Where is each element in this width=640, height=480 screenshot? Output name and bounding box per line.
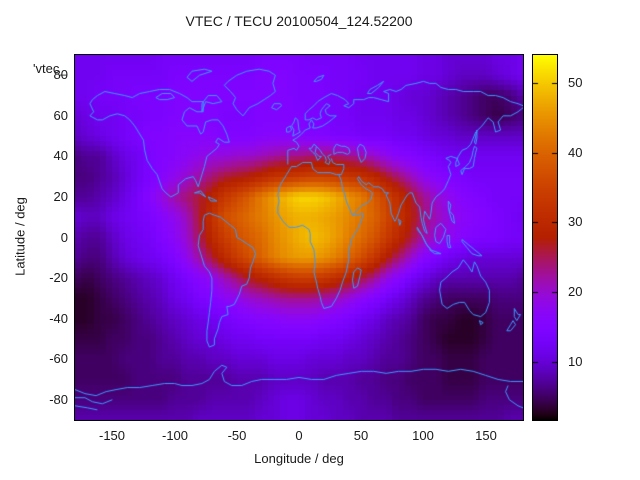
y-tick-label: 0 xyxy=(60,230,68,245)
y-tick-label: -20 xyxy=(49,270,68,285)
x-tick-label: 150 xyxy=(475,428,497,443)
y-tick-label: 80 xyxy=(53,67,68,82)
x-tick-label: -50 xyxy=(227,428,247,443)
y-tick-label: -80 xyxy=(49,392,68,407)
y-tick-label: 60 xyxy=(53,108,68,123)
y-tick-label: -40 xyxy=(49,311,68,326)
x-tick-label: -150 xyxy=(98,428,126,443)
colorbar-canvas xyxy=(533,55,557,420)
heatmap-canvas xyxy=(75,55,523,420)
x-axis-label: Longitude / deg xyxy=(254,451,344,466)
y-tick-label: -60 xyxy=(49,351,68,366)
x-tick-label: -100 xyxy=(161,428,189,443)
colorbar-tick-label: 10 xyxy=(568,354,583,369)
y-tick-label: 40 xyxy=(53,148,68,163)
y-tick-label: 20 xyxy=(53,189,68,204)
colorbar-tick-label: 30 xyxy=(568,214,583,229)
x-tick-label: 100 xyxy=(412,428,434,443)
colorbar-frame xyxy=(532,54,558,421)
plot-title: VTEC / TECU 20100504_124.52200 xyxy=(185,13,413,29)
colorbar-tick-label: 20 xyxy=(568,284,583,299)
x-tick-label: 50 xyxy=(353,428,369,443)
plot-frame xyxy=(74,54,524,421)
colorbar-tick-label: 50 xyxy=(568,75,583,90)
legend-key-label: 'vtec_ xyxy=(33,61,67,76)
colorbar-tick-label: 40 xyxy=(568,145,583,160)
x-tick-label: 0 xyxy=(295,428,303,443)
